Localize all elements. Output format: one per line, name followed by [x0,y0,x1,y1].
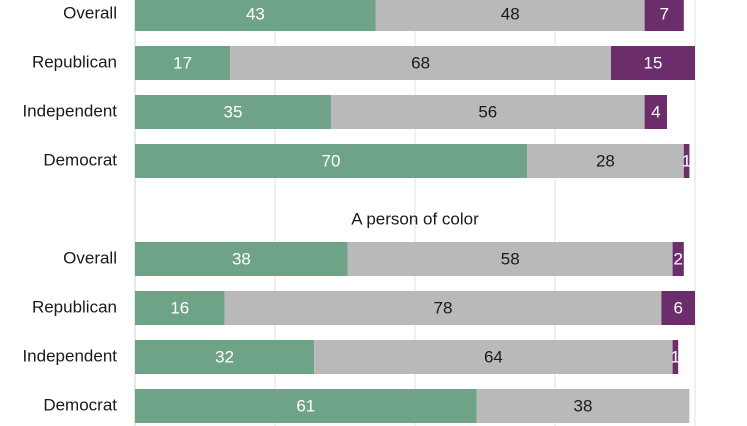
bar-segment [527,144,684,178]
section-title: A person of color [351,209,479,228]
data-label: 32 [215,347,234,366]
data-label: 38 [232,249,251,268]
bar-segment [135,144,527,178]
data-label: 28 [596,151,615,170]
data-label: 1 [682,151,691,170]
data-label: 48 [501,4,520,23]
bar-segment [375,0,645,31]
data-label: 7 [659,4,668,23]
data-label: 64 [484,347,503,366]
category-label: Republican [32,297,117,316]
category-label: Republican [32,52,117,71]
data-label: 16 [170,298,189,317]
data-label: 78 [434,298,453,317]
bar-segment [347,242,673,276]
bar-segment [135,291,225,325]
bar-segment [224,291,662,325]
bar-segment [644,95,667,129]
bar-segment [672,340,679,374]
data-label: 43 [246,4,265,23]
data-label: 70 [322,151,341,170]
category-label: Independent [22,101,117,120]
bar-segment [230,46,611,80]
data-label: 2 [673,249,682,268]
category-label: Democrat [43,395,117,414]
data-label: 4 [651,102,660,121]
bar-segment [135,242,348,276]
bar-segment [476,389,690,423]
category-label: Democrat [43,150,117,169]
bar-segment [135,95,331,129]
data-label: 68 [411,53,430,72]
data-label: 17 [173,53,192,72]
bar-segment [672,242,684,276]
bar-segment [135,46,231,80]
data-label: 35 [224,102,243,121]
category-label: Independent [22,346,117,365]
category-label: Overall [63,248,117,267]
data-label: 6 [673,298,682,317]
data-label: 58 [501,249,520,268]
bar-segment [331,95,645,129]
bar-segment [135,0,376,31]
bar-segment [135,389,477,423]
data-label: 38 [574,396,593,415]
data-label: 56 [478,102,497,121]
data-label: 61 [296,396,315,415]
category-label: Overall [63,3,117,22]
bar-segment [661,291,695,325]
bar-segment [644,0,684,31]
data-label: 1 [671,347,680,366]
data-label: 15 [644,53,663,72]
bar-segment [611,46,695,80]
bar-segment [314,340,673,374]
bar-segment [135,340,315,374]
bar-segment [683,144,690,178]
